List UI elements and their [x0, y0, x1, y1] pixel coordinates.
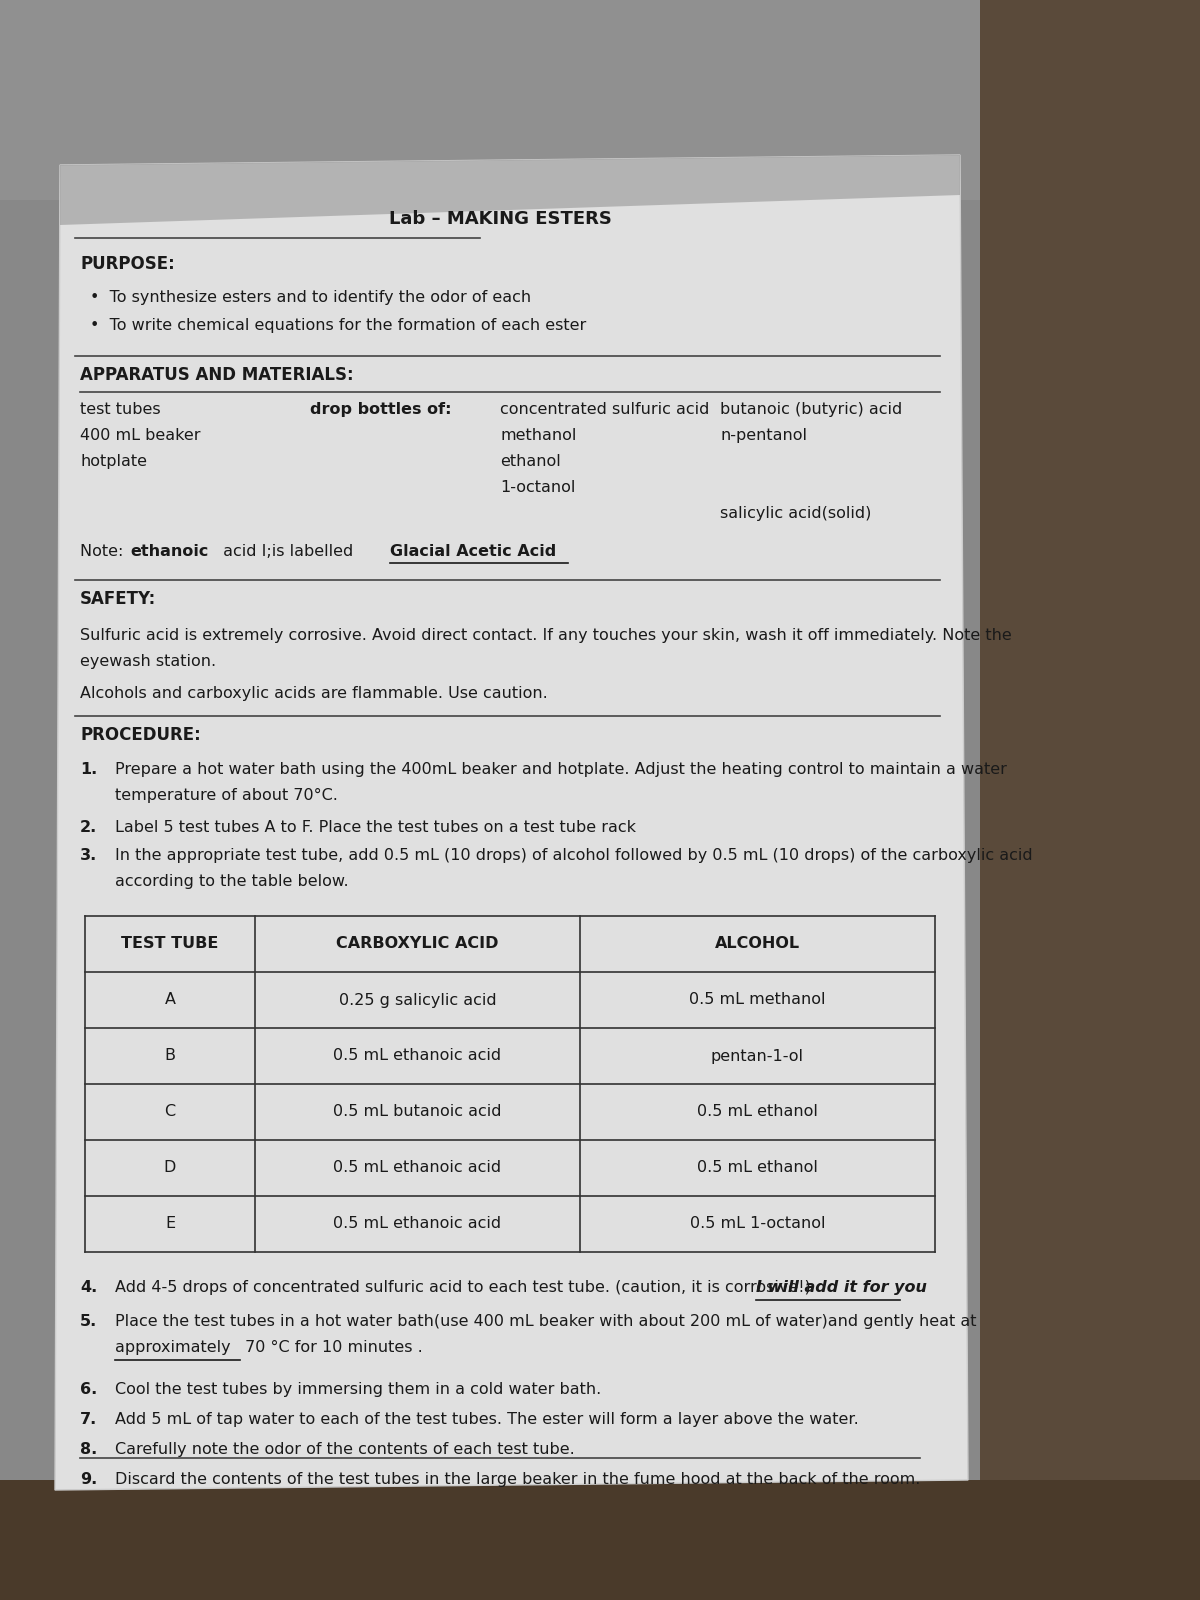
Text: 0.5 mL ethanoic acid: 0.5 mL ethanoic acid	[334, 1160, 502, 1176]
Text: Note:: Note:	[80, 544, 128, 558]
Text: temperature of about 70°C.: temperature of about 70°C.	[115, 787, 338, 803]
Text: ethanol: ethanol	[500, 454, 560, 469]
Text: concentrated sulfuric acid: concentrated sulfuric acid	[500, 402, 709, 418]
Text: Lab – MAKING ESTERS: Lab – MAKING ESTERS	[389, 210, 612, 227]
Text: Add 5 mL of tap water to each of the test tubes. The ester will form a layer abo: Add 5 mL of tap water to each of the tes…	[115, 1411, 859, 1427]
Text: 9.: 9.	[80, 1472, 97, 1486]
Bar	[980, 0, 1200, 1600]
Text: 8.: 8.	[80, 1442, 97, 1458]
Text: 4.: 4.	[80, 1280, 97, 1294]
Text: 70 °C for 10 minutes .: 70 °C for 10 minutes .	[240, 1341, 422, 1355]
Text: D: D	[164, 1160, 176, 1176]
Text: acid I;is labelled: acid I;is labelled	[218, 544, 359, 558]
Text: 1.: 1.	[80, 762, 97, 778]
Text: I will add it for you: I will add it for you	[756, 1280, 926, 1294]
Text: •  To synthesize esters and to identify the odor of each: • To synthesize esters and to identify t…	[90, 290, 532, 306]
Text: B: B	[164, 1048, 175, 1064]
Text: salicylic acid(solid): salicylic acid(solid)	[720, 506, 871, 522]
Text: CARBOXYLIC ACID: CARBOXYLIC ACID	[336, 936, 499, 952]
Text: n-pentanol: n-pentanol	[720, 427, 808, 443]
Polygon shape	[60, 155, 960, 226]
Text: 0.5 mL ethanoic acid: 0.5 mL ethanoic acid	[334, 1048, 502, 1064]
Text: 0.5 mL ethanol: 0.5 mL ethanol	[697, 1104, 818, 1120]
Text: Cool the test tubes by immersing them in a cold water bath.: Cool the test tubes by immersing them in…	[115, 1382, 601, 1397]
Text: test tubes: test tubes	[80, 402, 161, 418]
Text: Discard the contents of the test tubes in the large beaker in the fume hood at t: Discard the contents of the test tubes i…	[115, 1472, 920, 1486]
Text: Prepare a hot water bath using the 400mL beaker and hotplate. Adjust the heating: Prepare a hot water bath using the 400mL…	[115, 762, 1007, 778]
Bar	[0, 0, 1200, 200]
Text: Label 5 test tubes A to F. Place the test tubes on a test tube rack: Label 5 test tubes A to F. Place the tes…	[115, 819, 636, 835]
Text: APPARATUS AND MATERIALS:: APPARATUS AND MATERIALS:	[80, 366, 354, 384]
Text: 0.5 mL methanol: 0.5 mL methanol	[689, 992, 826, 1008]
Text: Alcohols and carboxylic acids are flammable. Use caution.: Alcohols and carboxylic acids are flamma…	[80, 686, 547, 701]
Text: 7.: 7.	[80, 1411, 97, 1427]
Text: 3.: 3.	[80, 848, 97, 862]
Bar	[0, 1480, 1200, 1600]
Text: approximately: approximately	[115, 1341, 230, 1355]
Text: 0.5 mL ethanoic acid: 0.5 mL ethanoic acid	[334, 1216, 502, 1232]
Text: hotplate: hotplate	[80, 454, 148, 469]
Text: 0.25 g salicylic acid: 0.25 g salicylic acid	[338, 992, 497, 1008]
Text: methanol: methanol	[500, 427, 576, 443]
Text: ethanoic: ethanoic	[130, 544, 209, 558]
Text: TEST TUBE: TEST TUBE	[121, 936, 218, 952]
Text: PURPOSE:: PURPOSE:	[80, 254, 175, 274]
Text: Carefully note the odor of the contents of each test tube.: Carefully note the odor of the contents …	[115, 1442, 575, 1458]
Text: drop bottles of:: drop bottles of:	[310, 402, 451, 418]
Text: C: C	[164, 1104, 175, 1120]
Text: eyewash station.: eyewash station.	[80, 654, 216, 669]
Text: In the appropriate test tube, add 0.5 mL (10 drops) of alcohol followed by 0.5 m: In the appropriate test tube, add 0.5 mL…	[115, 848, 1033, 862]
Text: SAFETY:: SAFETY:	[80, 590, 156, 608]
Text: 5.: 5.	[80, 1314, 97, 1330]
Text: Sulfuric acid is extremely corrosive. Avoid direct contact. If any touches your : Sulfuric acid is extremely corrosive. Av…	[80, 627, 1012, 643]
Text: 400 mL beaker: 400 mL beaker	[80, 427, 200, 443]
Text: •  To write chemical equations for the formation of each ester: • To write chemical equations for the fo…	[90, 318, 587, 333]
Text: ALCOHOL: ALCOHOL	[715, 936, 800, 952]
Text: 2.: 2.	[80, 819, 97, 835]
Text: butanoic (butyric) acid: butanoic (butyric) acid	[720, 402, 902, 418]
Text: 0.5 mL butanoic acid: 0.5 mL butanoic acid	[334, 1104, 502, 1120]
Text: 0.5 mL 1-octanol: 0.5 mL 1-octanol	[690, 1216, 826, 1232]
Polygon shape	[55, 155, 968, 1490]
Text: Place the test tubes in a hot water bath(use 400 mL beaker with about 200 mL of : Place the test tubes in a hot water bath…	[115, 1314, 977, 1330]
Text: according to the table below.: according to the table below.	[115, 874, 349, 890]
Text: Glacial Acetic Acid: Glacial Acetic Acid	[390, 544, 557, 558]
Text: pentan-1-ol: pentan-1-ol	[710, 1048, 804, 1064]
Text: E: E	[164, 1216, 175, 1232]
Text: 6.: 6.	[80, 1382, 97, 1397]
Text: Add 4-5 drops of concentrated sulfuric acid to each test tube. (caution, it is c: Add 4-5 drops of concentrated sulfuric a…	[115, 1280, 816, 1294]
Text: 0.5 mL ethanol: 0.5 mL ethanol	[697, 1160, 818, 1176]
Text: 1-octanol: 1-octanol	[500, 480, 575, 494]
Text: PROCEDURE:: PROCEDURE:	[80, 726, 200, 744]
Text: A: A	[164, 992, 175, 1008]
